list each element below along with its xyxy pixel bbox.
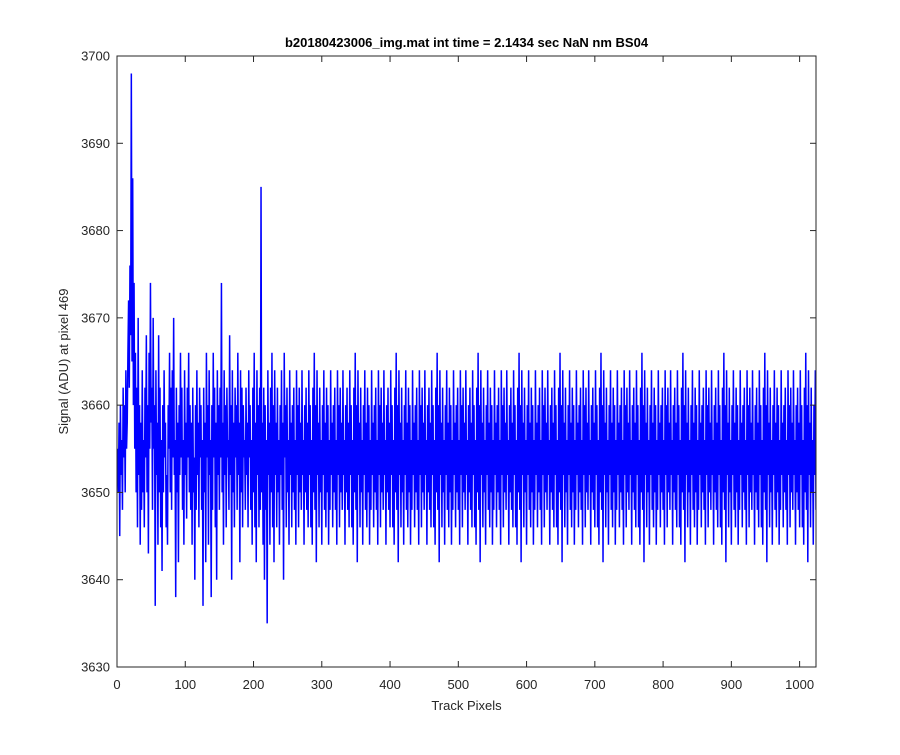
x-tick-label-200: 200 (243, 677, 265, 692)
plot-area (117, 56, 816, 667)
y-tick-label-3660: 3660 (81, 398, 110, 413)
x-tick-label-700: 700 (584, 677, 606, 692)
series-line-0 (117, 73, 816, 624)
x-tick-label-300: 300 (311, 677, 333, 692)
y-axis-ticks: 3630 3640 3650 3660 3670 3680 3690 3700 (81, 49, 816, 675)
x-tick-label-100: 100 (174, 677, 196, 692)
x-tick-label-1000: 1000 (785, 677, 814, 692)
chart-title: b20180423006_img.mat int time = 2.1434 s… (285, 35, 649, 50)
x-tick-label-600: 600 (516, 677, 538, 692)
axes-box (116, 55, 817, 668)
y-axis-label: Signal (ADU) at pixel 469 (56, 289, 71, 435)
x-tick-label-800: 800 (652, 677, 674, 692)
y-tick-label-3650: 3650 (81, 485, 110, 500)
y-tick-label-3640: 3640 (81, 572, 110, 587)
x-tick-label-400: 400 (379, 677, 401, 692)
y-tick-label-3690: 3690 (81, 136, 110, 151)
x-axis-label: Track Pixels (431, 698, 502, 713)
series-layer (117, 73, 816, 624)
x-tick-label-500: 500 (447, 677, 469, 692)
x-axis-ticks: 0 100 200 300 400 500 600 700 800 900 1000 (113, 56, 814, 692)
y-tick-label-3630: 3630 (81, 660, 110, 675)
y-tick-label-3680: 3680 (81, 223, 110, 238)
x-tick-label-900: 900 (721, 677, 743, 692)
x-tick-label-0: 0 (113, 677, 120, 692)
y-tick-label-3670: 3670 (81, 310, 110, 325)
y-tick-label-3700: 3700 (81, 49, 110, 64)
